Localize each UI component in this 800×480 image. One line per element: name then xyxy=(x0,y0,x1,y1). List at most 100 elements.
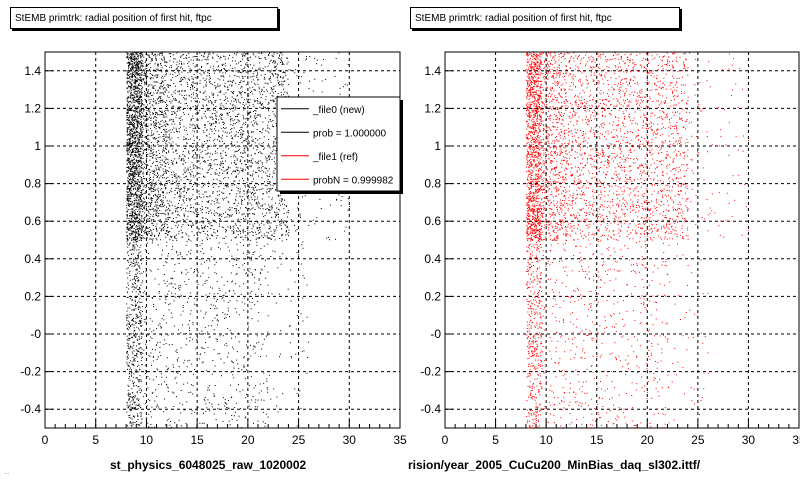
scatter-point xyxy=(281,57,283,59)
scatter-point xyxy=(194,203,196,205)
scatter-point xyxy=(223,122,225,124)
scatter-point xyxy=(154,109,155,111)
scatter-point xyxy=(134,129,136,131)
scatter-point xyxy=(149,114,151,116)
scatter-point xyxy=(141,92,143,94)
scatter-point xyxy=(138,60,139,62)
scatter-point xyxy=(138,196,140,198)
scatter-point xyxy=(246,191,248,193)
scatter-point xyxy=(267,90,268,92)
scatter-point xyxy=(195,208,196,210)
scatter-point xyxy=(142,54,144,56)
scatter-point xyxy=(236,158,238,160)
scatter-point xyxy=(138,209,140,211)
scatter-point xyxy=(154,174,155,176)
scatter-point xyxy=(126,56,128,58)
scatter-point xyxy=(204,227,205,228)
scatter-point xyxy=(133,141,134,143)
scatter-point xyxy=(133,59,135,61)
scatter-point xyxy=(134,63,136,65)
scatter-point xyxy=(347,64,349,66)
scatter-point xyxy=(243,149,245,151)
scatter-point xyxy=(222,160,223,162)
scatter-point xyxy=(218,215,220,217)
scatter-point xyxy=(171,137,173,139)
scatter-point xyxy=(126,227,128,229)
scatter-point xyxy=(152,222,154,224)
scatter-point xyxy=(222,65,224,66)
scatter-point xyxy=(163,228,165,230)
scatter-point xyxy=(266,192,268,194)
scatter-point xyxy=(126,62,128,64)
scatter-point xyxy=(258,207,260,209)
scatter-point xyxy=(258,114,260,116)
scatter-point xyxy=(167,104,169,106)
scatter-point xyxy=(166,152,168,154)
scatter-point xyxy=(157,213,159,214)
scatter-point xyxy=(132,236,134,238)
scatter-point xyxy=(301,76,303,78)
scatter-point xyxy=(165,177,167,179)
scatter-point xyxy=(137,200,139,202)
scatter-point xyxy=(176,161,177,163)
scatter-point xyxy=(222,237,224,239)
scatter-point xyxy=(139,96,140,98)
scatter-point xyxy=(252,158,254,160)
scatter-point xyxy=(138,169,140,171)
scatter-point xyxy=(220,165,222,167)
scatter-point xyxy=(257,160,259,162)
scatter-point xyxy=(142,136,144,138)
scatter-point xyxy=(185,57,187,59)
scatter-point xyxy=(180,84,182,86)
scatter-point xyxy=(155,89,156,91)
scatter-point xyxy=(182,109,184,110)
scatter-point xyxy=(218,65,220,67)
scatter-point xyxy=(184,103,186,105)
scatter-point xyxy=(233,53,235,55)
scatter-point xyxy=(133,121,135,123)
scatter-point xyxy=(136,169,138,171)
scatter-point xyxy=(136,62,138,64)
scatter-point xyxy=(126,139,128,141)
scatter-point xyxy=(273,88,275,90)
scatter-point xyxy=(270,189,272,191)
scatter-point xyxy=(264,57,266,59)
scatter-point xyxy=(130,63,132,65)
scatter-point xyxy=(150,214,152,216)
scatter-point xyxy=(255,56,257,58)
scatter-point xyxy=(275,214,277,216)
scatter-point xyxy=(128,117,130,119)
scatter-point xyxy=(233,154,235,156)
scatter-point xyxy=(129,188,131,190)
scatter-point xyxy=(140,56,142,58)
scatter-point xyxy=(132,73,134,75)
scatter-point xyxy=(136,64,138,66)
scatter-point xyxy=(132,221,134,223)
scatter-point xyxy=(141,215,143,217)
scatter-point xyxy=(131,76,133,78)
scatter-point xyxy=(233,155,235,157)
scatter-point xyxy=(300,82,302,84)
scatter-point xyxy=(199,196,200,198)
scatter-point xyxy=(242,196,244,198)
scatter-point xyxy=(128,64,130,66)
scatter-point xyxy=(135,214,136,216)
scatter-point xyxy=(193,212,195,214)
scatter-point xyxy=(198,172,200,174)
scatter-point xyxy=(167,217,169,219)
scatter-point xyxy=(224,142,226,144)
scatter-point xyxy=(249,87,251,89)
scatter-point xyxy=(206,104,208,106)
scatter-point xyxy=(264,82,266,84)
scatter-point xyxy=(136,225,137,227)
scatter-point xyxy=(254,142,256,144)
scatter-point xyxy=(161,191,163,193)
scatter-point xyxy=(257,102,259,104)
scatter-point xyxy=(147,202,149,204)
scatter-point xyxy=(259,101,261,103)
scatter-point xyxy=(223,106,225,108)
scatter-point xyxy=(132,179,134,181)
scatter-point xyxy=(273,170,275,172)
scatter-point xyxy=(203,105,204,107)
scatter-point xyxy=(137,171,139,173)
